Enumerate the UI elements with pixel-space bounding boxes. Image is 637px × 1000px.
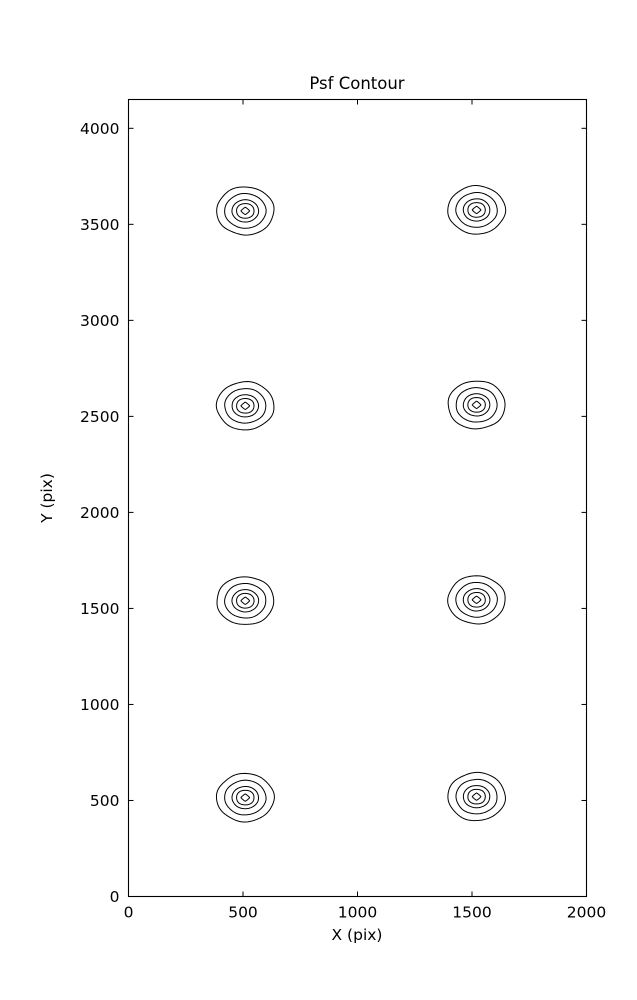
contour-level-2 xyxy=(462,198,491,222)
contour-level-0 xyxy=(215,772,275,823)
x-tick-label: 1000 xyxy=(338,904,377,922)
contour-level-2 xyxy=(231,199,260,223)
contour-level-0 xyxy=(447,771,506,822)
psf-contour-source xyxy=(216,576,275,625)
y-axis-label: Y (pix) xyxy=(38,473,56,524)
y-tick-label: 3500 xyxy=(80,216,119,234)
contour-level-0 xyxy=(215,381,275,431)
contour-level-1 xyxy=(455,387,498,423)
y-tick-label: 3000 xyxy=(80,312,119,330)
x-tick-label: 0 xyxy=(124,904,134,922)
contour-level-0 xyxy=(216,576,275,625)
contour-level-1 xyxy=(224,779,267,816)
contour-level-0 xyxy=(447,380,506,430)
axes-frame xyxy=(127,98,588,898)
contour-level-4 xyxy=(240,401,251,410)
y-tick-label: 2000 xyxy=(80,504,119,522)
contour-level-1 xyxy=(224,192,267,229)
contour-level-3 xyxy=(467,591,486,608)
contour-level-3 xyxy=(467,202,486,218)
contour-level-4 xyxy=(240,596,251,605)
y-axis-ticks: 0 500 1000 1500 2000 2500 3000 3500 4000 xyxy=(80,120,587,906)
contour-level-0 xyxy=(216,186,275,236)
contour-level-1 xyxy=(455,778,498,815)
psf-contour-source xyxy=(215,772,275,823)
contour-level-0 xyxy=(447,575,506,625)
contour-level-2 xyxy=(231,589,260,613)
contour-level-3 xyxy=(467,397,486,413)
contour-level-2 xyxy=(462,785,491,809)
page-title: Psf Contour xyxy=(309,74,404,93)
contour-level-1 xyxy=(224,388,267,424)
y-tick-label: 1000 xyxy=(80,696,119,714)
psf-contour-source xyxy=(447,380,506,430)
x-axis-label: X (pix) xyxy=(332,926,383,944)
contour-level-4 xyxy=(471,792,482,801)
contour-level-4 xyxy=(471,400,482,410)
y-tick-label: 4000 xyxy=(80,120,119,138)
contour-level-3 xyxy=(236,203,255,219)
contour-level-3 xyxy=(236,789,255,806)
psf-contour-source xyxy=(215,381,275,431)
contour-level-1 xyxy=(455,581,498,618)
y-tick-label: 1500 xyxy=(80,600,119,618)
contour-level-1 xyxy=(224,582,267,619)
psf-contour-source xyxy=(447,185,507,235)
psf-contour-source xyxy=(447,771,506,822)
contour-level-2 xyxy=(231,394,260,418)
contour-level-1 xyxy=(455,191,498,228)
contour-level-3 xyxy=(236,592,255,609)
contour-group xyxy=(215,185,507,823)
x-tick-label: 2000 xyxy=(567,904,606,922)
contour-level-4 xyxy=(240,206,251,216)
x-tick-label: 500 xyxy=(228,904,258,922)
x-tick-label: 1500 xyxy=(452,904,491,922)
contour-level-2 xyxy=(231,785,260,810)
contour-level-2 xyxy=(462,588,491,612)
y-tick-label: 2500 xyxy=(80,408,119,426)
contour-level-0 xyxy=(447,185,507,235)
contour-level-3 xyxy=(236,398,255,414)
psf-contour-source xyxy=(216,186,275,236)
contour-level-2 xyxy=(462,393,491,417)
contour-level-3 xyxy=(467,788,486,805)
y-tick-label: 0 xyxy=(110,888,120,906)
x-axis-ticks: 0 500 1000 1500 2000 xyxy=(124,99,606,922)
psf-contour-source xyxy=(447,575,506,625)
contour-level-4 xyxy=(471,595,482,604)
contour-level-4 xyxy=(240,793,251,802)
contour-level-4 xyxy=(471,205,482,215)
y-tick-label: 500 xyxy=(90,792,120,810)
